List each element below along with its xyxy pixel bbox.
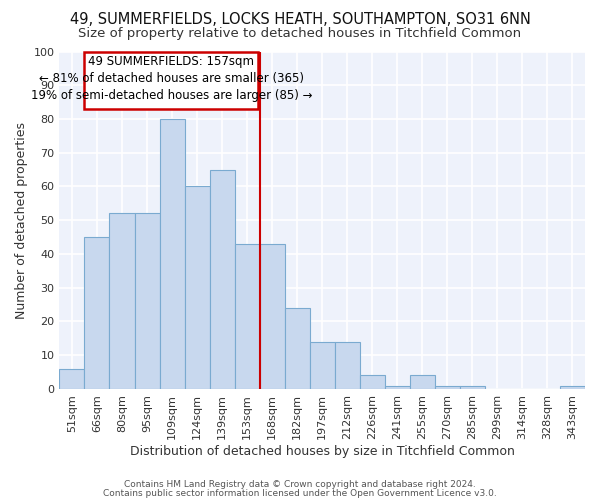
Bar <box>385 386 410 389</box>
Bar <box>209 170 235 389</box>
FancyBboxPatch shape <box>85 52 259 109</box>
Text: 49, SUMMERFIELDS, LOCKS HEATH, SOUTHAMPTON, SO31 6NN: 49, SUMMERFIELDS, LOCKS HEATH, SOUTHAMPT… <box>70 12 530 28</box>
Text: 49 SUMMERFIELDS: 157sqm: 49 SUMMERFIELDS: 157sqm <box>88 55 254 68</box>
Bar <box>109 214 134 389</box>
Bar <box>185 186 209 389</box>
Bar <box>235 244 260 389</box>
Bar <box>560 386 585 389</box>
Bar <box>310 342 335 389</box>
Bar <box>435 386 460 389</box>
Text: Size of property relative to detached houses in Titchfield Common: Size of property relative to detached ho… <box>79 28 521 40</box>
Bar <box>85 237 109 389</box>
Bar <box>360 376 385 389</box>
Y-axis label: Number of detached properties: Number of detached properties <box>15 122 28 318</box>
Bar <box>284 308 310 389</box>
Bar <box>260 244 284 389</box>
X-axis label: Distribution of detached houses by size in Titchfield Common: Distribution of detached houses by size … <box>130 444 515 458</box>
Bar <box>335 342 360 389</box>
Bar <box>134 214 160 389</box>
Text: 19% of semi-detached houses are larger (85) →: 19% of semi-detached houses are larger (… <box>31 90 312 102</box>
Text: Contains HM Land Registry data © Crown copyright and database right 2024.: Contains HM Land Registry data © Crown c… <box>124 480 476 489</box>
Bar <box>460 386 485 389</box>
Bar <box>410 376 435 389</box>
Text: ← 81% of detached houses are smaller (365): ← 81% of detached houses are smaller (36… <box>39 72 304 85</box>
Text: Contains public sector information licensed under the Open Government Licence v3: Contains public sector information licen… <box>103 488 497 498</box>
Bar <box>160 119 185 389</box>
Bar <box>59 368 85 389</box>
